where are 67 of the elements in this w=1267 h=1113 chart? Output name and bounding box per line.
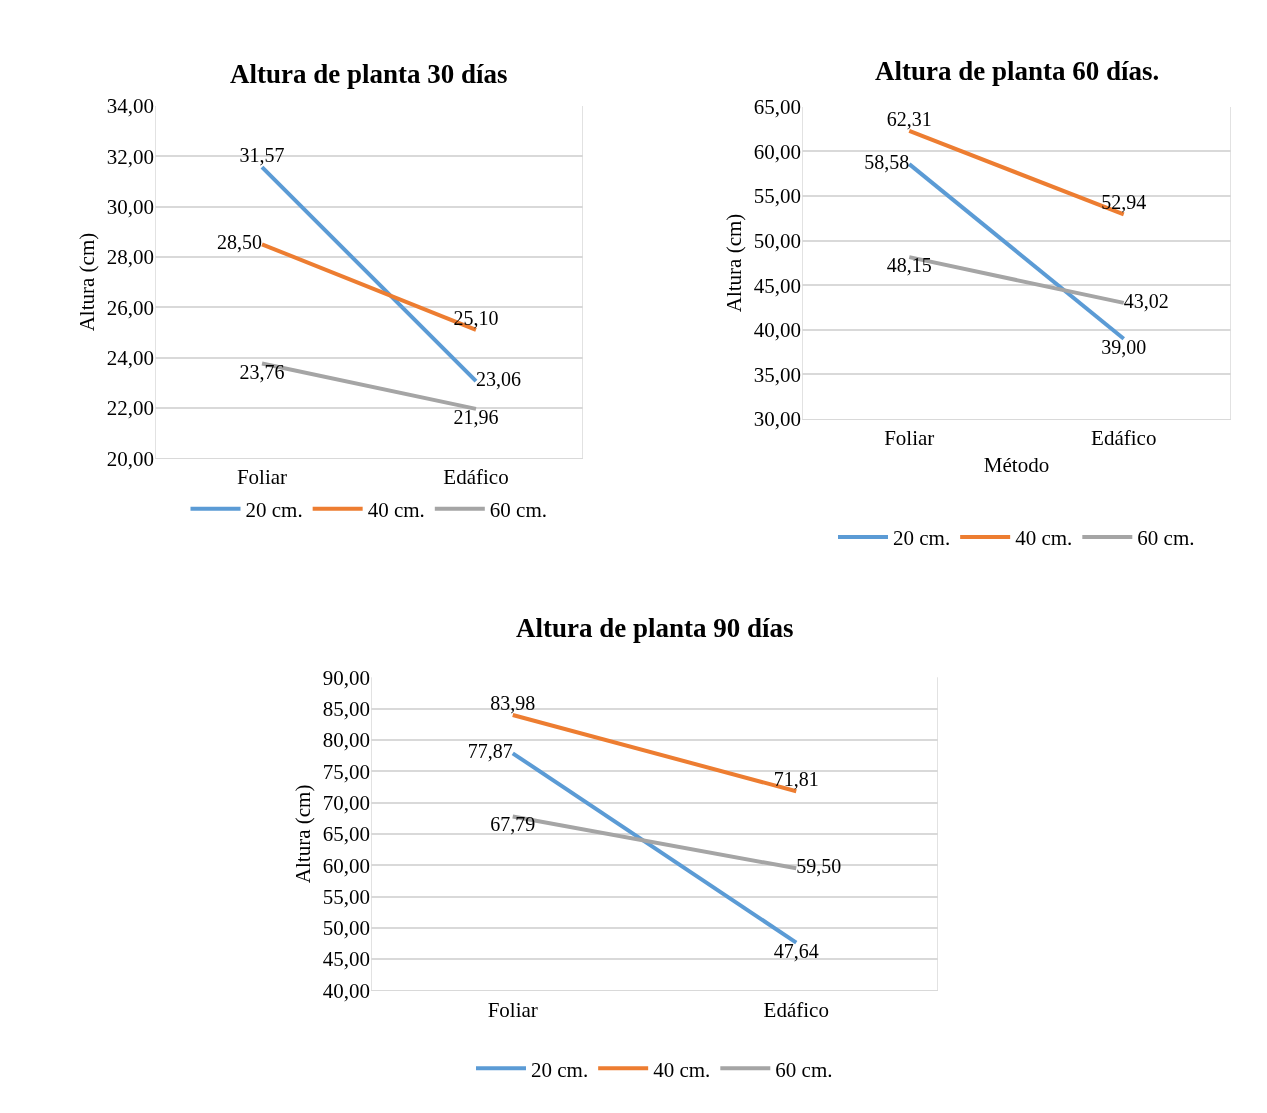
data-label: 25,10 (453, 306, 499, 329)
x-tick-label: Edáfico (1091, 426, 1157, 451)
data-label: 62,31 (886, 107, 932, 130)
data-label: 28,50 (217, 231, 262, 254)
y-tick-label: 40,00 (753, 318, 801, 343)
y-tick-label: 26,00 (106, 295, 154, 320)
data-label: 77,87 (467, 740, 513, 763)
legend-label: 20 cm. (531, 1057, 589, 1082)
y-tick-label: 34,00 (106, 94, 154, 119)
data-label: 59,50 (796, 855, 842, 878)
x-tick-label: Edáfico (763, 997, 829, 1022)
y-tick-label: 20,00 (106, 446, 154, 471)
y-tick-label: 50,00 (753, 229, 801, 254)
data-label: 47,64 (773, 939, 819, 962)
data-label: 31,57 (239, 144, 285, 167)
y-tick-label: 90,00 (322, 665, 370, 690)
y-tick-label: 22,00 (106, 396, 154, 421)
legend-label: 20 cm. (245, 497, 303, 522)
data-label: 48,15 (886, 254, 932, 277)
y-tick-label: 55,00 (753, 184, 801, 209)
y-tick-label: 30,00 (106, 194, 154, 219)
y-tick-label: 35,00 (753, 362, 801, 387)
y-tick-label: 80,00 (322, 728, 370, 753)
data-label: 71,81 (773, 768, 819, 791)
x-tick-label: Edáfico (443, 465, 509, 490)
legend-label: 40 cm. (653, 1057, 711, 1082)
data-label: 67,79 (490, 813, 536, 836)
legend-label: 60 cm. (775, 1057, 833, 1082)
y-tick-label: 75,00 (322, 759, 370, 784)
data-label: 23,76 (239, 360, 285, 383)
x-tick-label: Foliar (236, 465, 288, 490)
y-tick-label: 65,00 (753, 95, 801, 120)
legend-label: 60 cm. (489, 497, 547, 522)
x-tick-label: Foliar (487, 997, 538, 1022)
data-label: 23,06 (476, 368, 521, 391)
y-tick-label: 45,00 (322, 947, 370, 972)
y-tick-label: 60,00 (753, 139, 801, 164)
y-tick-label: 30,00 (753, 407, 801, 432)
data-label: 52,94 (1101, 191, 1147, 214)
y-tick-label: 28,00 (106, 245, 154, 270)
legend-label: 20 cm. (893, 526, 951, 551)
data-label: 83,98 (490, 692, 536, 715)
y-tick-label: 50,00 (322, 916, 370, 941)
chart-title: Altura de planta 90 días (516, 613, 794, 643)
y-axis-title: Altura (cm) (74, 232, 99, 332)
y-axis-title: Altura (cm) (290, 784, 315, 884)
x-tick-label: Foliar (884, 426, 935, 451)
y-tick-label: 60,00 (322, 853, 370, 878)
data-label: 21,96 (453, 405, 499, 428)
y-tick-label: 32,00 (106, 144, 154, 169)
legend-label: 40 cm. (1015, 526, 1073, 551)
y-axis-title: Altura (cm) (721, 213, 746, 313)
data-label: 58,58 (864, 151, 910, 174)
y-tick-label: 85,00 (322, 697, 370, 721)
y-tick-label: 65,00 (322, 822, 370, 847)
y-tick-label: 45,00 (753, 273, 801, 298)
y-tick-label: 24,00 (106, 345, 154, 370)
data-label: 43,02 (1123, 289, 1169, 312)
y-tick-label: 40,00 (322, 978, 370, 1003)
chart-title: Altura de planta 60 días. (875, 56, 1160, 86)
y-tick-label: 55,00 (322, 884, 370, 909)
data-label: 39,00 (1101, 335, 1147, 358)
chart-title: Altura de planta 30 días (230, 59, 508, 89)
x-axis-title: Método (983, 453, 1050, 478)
y-tick-label: 70,00 (322, 790, 370, 815)
legend-label: 40 cm. (367, 497, 425, 522)
legend-label: 60 cm. (1137, 526, 1195, 551)
